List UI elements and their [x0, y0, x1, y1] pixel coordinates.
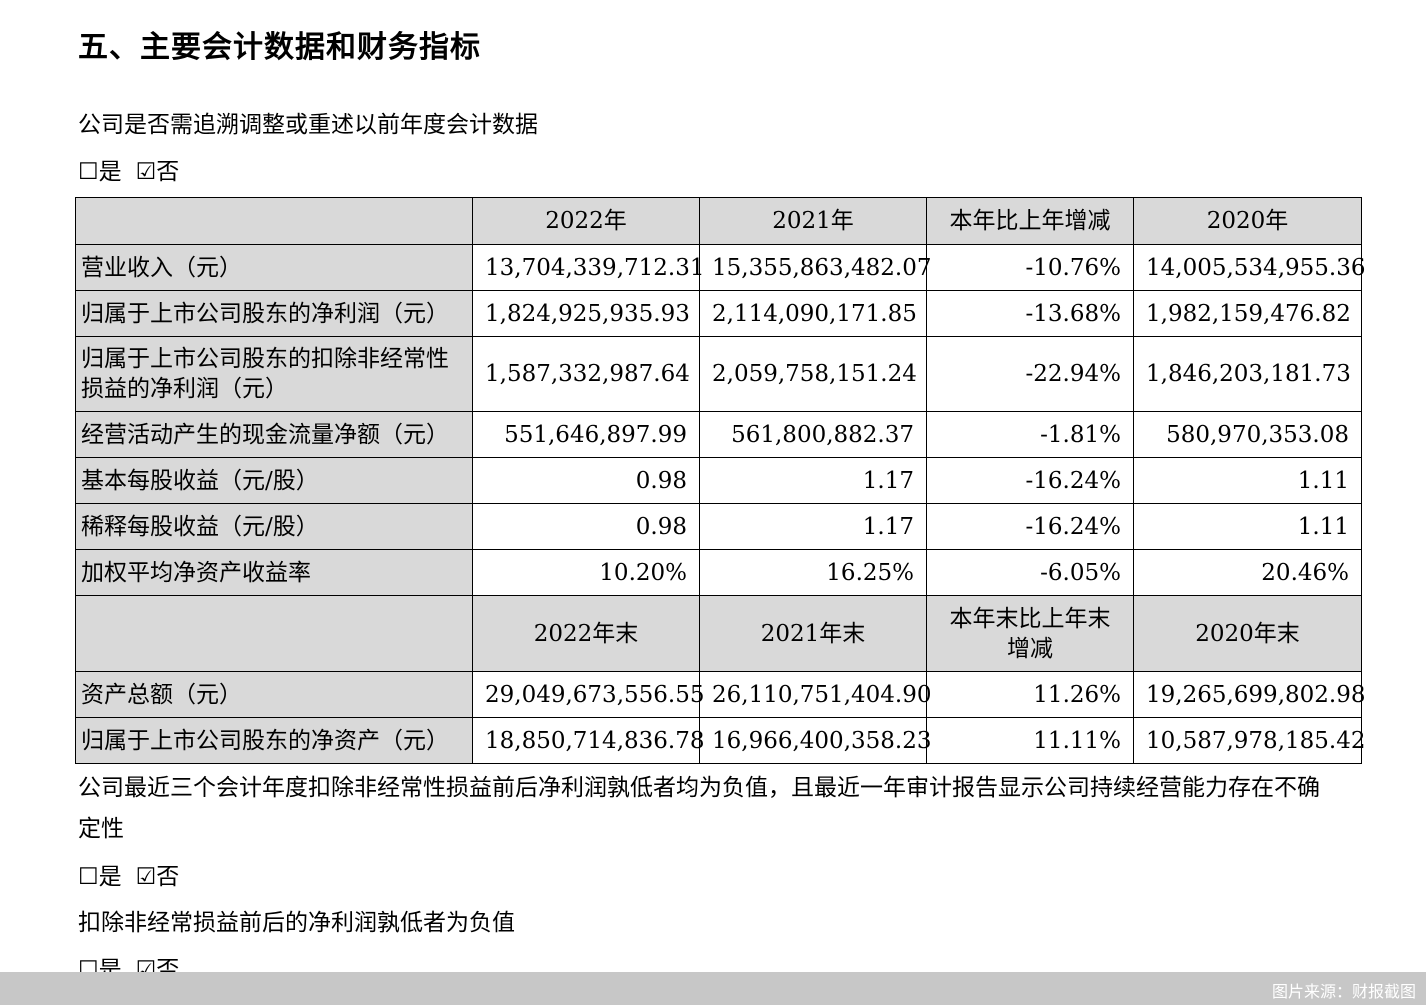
table-row: 资产总额（元） 29,049,673,556.55 26,110,751,404… — [75, 671, 1365, 718]
value-cell: -16.24% — [926, 503, 1134, 550]
header-cell: 2022年末 — [472, 595, 700, 672]
footer-bar: 图片来源：财报截图 — [0, 972, 1426, 1005]
table-row: 归属于上市公司股东的扣除非经常性损益的净利润（元） 1,587,332,987.… — [75, 336, 1362, 412]
header-cell: 2020年末 — [1133, 595, 1362, 672]
choice-restatement: ☐是 ☑否 — [78, 157, 179, 187]
table-header-row: 2022年末 2021年末 本年末比上年末增减 2020年末 — [75, 595, 1362, 672]
header-cell: 本年比上年增减 — [926, 197, 1134, 245]
question-restatement: 公司是否需追溯调整或重述以前年度会计数据 — [78, 112, 538, 138]
value-cell: 0.98 — [472, 457, 700, 504]
value-cell: 16.25% — [699, 549, 927, 596]
value-cell: 2,059,758,151.24 — [699, 336, 927, 412]
value-cell: -6.05% — [926, 549, 1134, 596]
header-cell: 2021年 — [699, 197, 927, 245]
value-cell: -1.81% — [926, 411, 1134, 458]
header-cell — [75, 595, 473, 672]
row-label: 资产总额（元） — [75, 671, 473, 718]
value-cell: 19,265,699,802.98 — [1133, 671, 1365, 718]
value-cell: -13.68% — [926, 290, 1134, 337]
row-label: 加权平均净资产收益率 — [75, 549, 473, 596]
header-cell: 本年末比上年末增减 — [926, 595, 1134, 672]
value-cell: 1,846,203,181.73 — [1133, 336, 1362, 412]
value-cell: 580,970,353.08 — [1133, 411, 1362, 458]
choice-yes[interactable]: ☐是 — [78, 159, 122, 185]
row-label: 归属于上市公司股东的净利润（元） — [75, 290, 473, 337]
value-cell: 13,704,339,712.31 — [472, 244, 704, 291]
question-going-concern: 公司最近三个会计年度扣除非经常性损益前后净利润孰低者均为负值，且最近一年审计报告… — [78, 775, 1320, 842]
choice-no[interactable]: ☑否 — [135, 864, 180, 890]
value-cell: 1.11 — [1133, 503, 1362, 550]
header-cell: 2020年 — [1133, 197, 1362, 245]
value-cell: 1,982,159,476.82 — [1133, 290, 1362, 337]
header-cell: 2022年 — [472, 197, 700, 245]
row-label: 基本每股收益（元/股） — [75, 457, 473, 504]
choice-no[interactable]: ☑否 — [135, 159, 180, 185]
value-cell: -22.94% — [926, 336, 1134, 412]
value-cell: 1,587,332,987.64 — [472, 336, 700, 412]
value-cell: 551,646,897.99 — [472, 411, 700, 458]
value-cell: 29,049,673,556.55 — [472, 671, 704, 718]
row-label: 经营活动产生的现金流量净额（元） — [75, 411, 473, 458]
financial-table: 2022年 2021年 本年比上年增减 2020年 营业收入（元） 13,704… — [75, 197, 1365, 764]
value-cell: 14,005,534,955.36 — [1133, 244, 1365, 291]
value-cell: 10.20% — [472, 549, 700, 596]
value-cell: 11.11% — [926, 717, 1134, 764]
page-title: 五、主要会计数据和财务指标 — [78, 30, 481, 65]
value-cell: 26,110,751,404.90 — [699, 671, 931, 718]
table-row: 基本每股收益（元/股） 0.98 1.17 -16.24% 1.11 — [75, 457, 1362, 504]
header-cell — [75, 197, 473, 245]
table-row: 归属于上市公司股东的净利润（元） 1,824,925,935.93 2,114,… — [75, 290, 1362, 337]
question-net-profit-negative: 扣除非经常损益前后的净利润孰低者为负值 — [78, 910, 515, 936]
value-cell: 15,355,863,482.07 — [699, 244, 931, 291]
value-cell: 1.11 — [1133, 457, 1362, 504]
header-cell: 2021年末 — [699, 595, 927, 672]
value-cell: 11.26% — [926, 671, 1134, 718]
value-cell: 10,587,978,185.42 — [1133, 717, 1365, 764]
table-header-row: 2022年 2021年 本年比上年增减 2020年 — [75, 197, 1362, 245]
table-row: 加权平均净资产收益率 10.20% 16.25% -6.05% 20.46% — [75, 549, 1362, 596]
choice-yes[interactable]: ☐是 — [78, 864, 122, 890]
table-row: 稀释每股收益（元/股） 0.98 1.17 -16.24% 1.11 — [75, 503, 1362, 550]
value-cell: 20.46% — [1133, 549, 1362, 596]
value-cell: 18,850,714,836.78 — [472, 717, 704, 764]
table-row: 经营活动产生的现金流量净额（元） 551,646,897.99 561,800,… — [75, 411, 1362, 458]
value-cell: 1,824,925,935.93 — [472, 290, 700, 337]
value-cell: 561,800,882.37 — [699, 411, 927, 458]
value-cell: -10.76% — [926, 244, 1134, 291]
row-label: 营业收入（元） — [75, 244, 473, 291]
value-cell: 0.98 — [472, 503, 700, 550]
value-cell: -16.24% — [926, 457, 1134, 504]
value-cell: 16,966,400,358.23 — [699, 717, 931, 764]
row-label: 归属于上市公司股东的扣除非经常性损益的净利润（元） — [75, 336, 473, 412]
value-cell: 1.17 — [699, 503, 927, 550]
table-row: 营业收入（元） 13,704,339,712.31 15,355,863,482… — [75, 244, 1365, 291]
image-source-caption: 图片来源：财报截图 — [1271, 982, 1416, 1001]
row-label: 归属于上市公司股东的净资产（元） — [75, 717, 473, 764]
table-row: 归属于上市公司股东的净资产（元） 18,850,714,836.78 16,96… — [75, 717, 1365, 764]
row-label: 稀释每股收益（元/股） — [75, 503, 473, 550]
value-cell: 1.17 — [699, 457, 927, 504]
value-cell: 2,114,090,171.85 — [699, 290, 927, 337]
choice-going-concern: ☐是 ☑否 — [78, 862, 179, 892]
